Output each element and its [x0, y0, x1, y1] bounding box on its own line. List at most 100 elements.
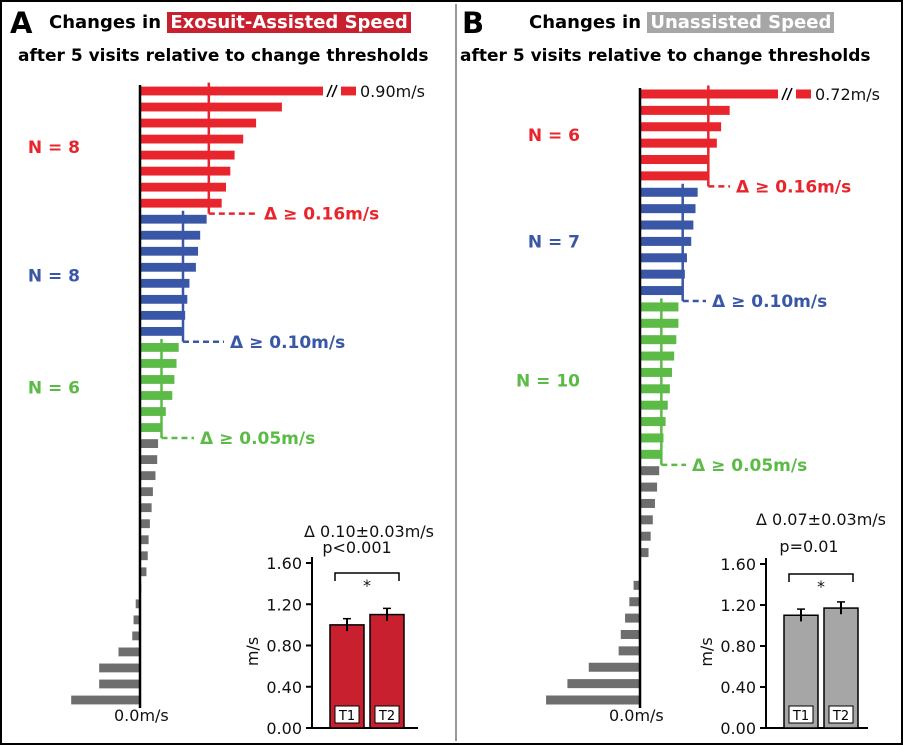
title-highlight: Unassisted Speed — [647, 12, 835, 33]
bar — [140, 503, 152, 513]
axis-break-mark — [326, 84, 333, 98]
bar-chart-b: 0.72m/s Δ ≥ 0.16m/s N = 6 Δ ≥ 0.10m/s N = 7 Δ… — [516, 85, 886, 738]
bar — [140, 294, 188, 304]
inset-delta-label: Δ 0.10±0.03m/s — [304, 522, 434, 541]
bar — [133, 615, 140, 625]
threshold-label: Δ ≥ 0.05m/s — [692, 456, 807, 476]
inset-y-tick-label: 0.80 — [266, 637, 302, 656]
bar — [640, 155, 709, 165]
threshold-label: Δ ≥ 0.10m/s — [230, 333, 345, 353]
bar — [140, 471, 156, 481]
bar — [625, 613, 640, 623]
bar — [118, 647, 140, 657]
bar — [640, 253, 687, 263]
bar — [140, 343, 179, 352]
group-count-label: N = 7 — [528, 232, 580, 252]
group-count-label: N = 6 — [28, 378, 80, 398]
inset-category-label: T2 — [378, 709, 395, 724]
bar — [140, 310, 186, 320]
bar — [640, 482, 658, 492]
bar — [140, 262, 196, 272]
bar — [640, 548, 649, 558]
bar — [140, 455, 158, 465]
threshold-label: Δ ≥ 0.16m/s — [264, 205, 379, 225]
bar — [640, 236, 692, 246]
bar — [140, 278, 190, 288]
bar — [640, 269, 685, 279]
bar — [640, 433, 664, 443]
bar — [140, 118, 257, 128]
bar — [140, 246, 199, 256]
bar — [633, 580, 640, 590]
bar — [140, 326, 183, 336]
bar — [71, 695, 140, 705]
bar — [640, 138, 717, 148]
bar — [640, 384, 670, 394]
significance-bracket — [788, 573, 854, 582]
inset-category-box — [828, 705, 854, 724]
inset-y-tick-label: 1.20 — [720, 596, 756, 615]
significance-star: * — [363, 576, 371, 595]
bar — [640, 204, 696, 214]
panel-title-line1: Changes in Unassisted Speed — [529, 12, 835, 33]
bar — [140, 166, 231, 176]
bar — [640, 531, 651, 541]
bar — [640, 498, 655, 508]
title-highlight: Exosuit-Assisted Speed — [167, 12, 411, 33]
bar — [140, 198, 222, 208]
panel-a: A Changes in Exosuit-Assisted Speed afte… — [10, 6, 434, 738]
inset-category-box — [374, 705, 400, 724]
bar — [640, 302, 679, 312]
bar — [140, 391, 173, 400]
bar — [588, 662, 640, 672]
axis-break-mark — [331, 84, 338, 98]
bar — [99, 663, 140, 673]
inset-y-tick-label: 1.60 — [266, 554, 302, 573]
baseline-label: 0.0m/s — [609, 706, 664, 725]
significance-bracket — [334, 572, 400, 581]
bar — [640, 286, 683, 296]
inset-y-axis-label: m/s — [243, 637, 262, 666]
inset-category-label: T2 — [832, 709, 849, 724]
bar — [629, 597, 640, 607]
significance-star: * — [817, 577, 825, 596]
bar — [640, 351, 675, 361]
bar — [140, 150, 235, 160]
bar — [640, 318, 679, 328]
bar — [140, 375, 175, 384]
bar — [140, 535, 149, 545]
axis-break-mark — [781, 87, 788, 101]
bar — [640, 400, 668, 410]
bar — [546, 695, 640, 705]
bar — [640, 367, 673, 377]
inset-y-tick-label: 0.00 — [266, 719, 302, 738]
bar-chart-a: 0.90m/s Δ ≥ 0.16m/s N = 8 Δ ≥ 0.10m/s N = 8 Δ… — [28, 82, 434, 738]
bar — [140, 519, 150, 529]
bar — [140, 439, 159, 448]
bar — [640, 187, 698, 197]
inset-y-axis-label: m/s — [697, 637, 716, 666]
bar — [640, 466, 660, 476]
inset-y-tick-label: 0.40 — [266, 678, 302, 697]
break-value-label: 0.72m/s — [815, 85, 880, 104]
bar — [140, 359, 177, 368]
bar — [620, 629, 640, 639]
inset-y-tick-label: 0.00 — [720, 719, 756, 738]
inset-p-label: p<0.001 — [322, 538, 391, 557]
bar — [140, 407, 166, 416]
title-prefix: Changes in — [529, 12, 642, 33]
bar — [640, 449, 662, 459]
group-count-label: N = 6 — [528, 126, 580, 146]
group-count-label: N = 10 — [516, 372, 580, 392]
panel-letter: B — [462, 6, 485, 40]
panel-letter: A — [10, 6, 33, 40]
axis-break-mark — [786, 87, 793, 101]
inset-y-tick-label: 0.40 — [720, 678, 756, 697]
bar — [135, 599, 140, 609]
threshold-label: Δ ≥ 0.10m/s — [712, 292, 827, 312]
baseline-label: 0.0m/s — [114, 706, 169, 725]
bar — [140, 102, 282, 112]
inset-y-tick-label: 0.80 — [720, 637, 756, 656]
inset-category-box — [788, 705, 814, 724]
bar — [140, 182, 226, 192]
